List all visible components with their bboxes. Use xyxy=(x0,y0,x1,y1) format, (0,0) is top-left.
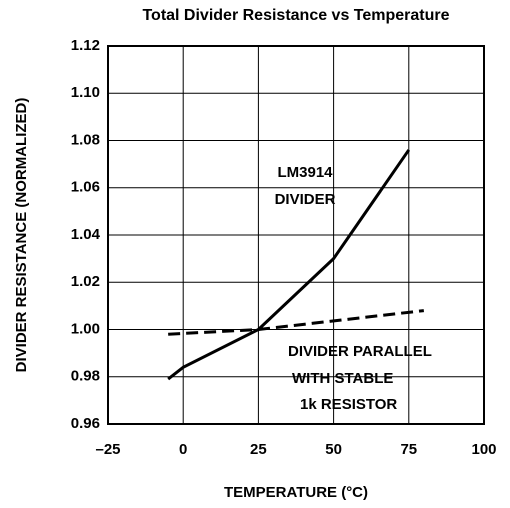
x-tick-label: 0 xyxy=(179,441,187,458)
y-tick-label: 1.00 xyxy=(71,320,100,337)
y-tick-label: 1.10 xyxy=(71,84,100,101)
x-tick-label: 75 xyxy=(400,441,417,458)
y-axis-label: DIVIDER RESISTANCE (NORMALIZED) xyxy=(13,98,30,373)
chart-title: Total Divider Resistance vs Temperature xyxy=(142,7,449,24)
annotation: WITH STABLE xyxy=(292,370,393,387)
y-tick-label: 1.08 xyxy=(71,131,100,148)
annotation: DIVIDER xyxy=(275,191,336,208)
y-tick-label: 1.06 xyxy=(71,179,100,196)
y-tick-label: 0.98 xyxy=(71,368,100,385)
annotation: DIVIDER PARALLEL xyxy=(288,343,432,360)
annotation: 1k RESISTOR xyxy=(300,396,397,413)
x-axis-label: TEMPERATURE (°C) xyxy=(224,484,368,501)
x-tick-label: –25 xyxy=(95,441,120,458)
y-tick-label: 1.04 xyxy=(71,226,101,243)
series-line xyxy=(168,309,425,336)
x-tick-label: 50 xyxy=(325,441,342,458)
y-tick-label: 0.96 xyxy=(71,415,100,432)
x-tick-label: 25 xyxy=(250,441,267,458)
y-tick-label: 1.12 xyxy=(71,37,100,54)
annotation: LM3914 xyxy=(277,164,333,181)
plot-frame xyxy=(107,45,485,425)
x-tick-label: 100 xyxy=(471,441,496,458)
y-tick-label: 1.02 xyxy=(71,273,100,290)
